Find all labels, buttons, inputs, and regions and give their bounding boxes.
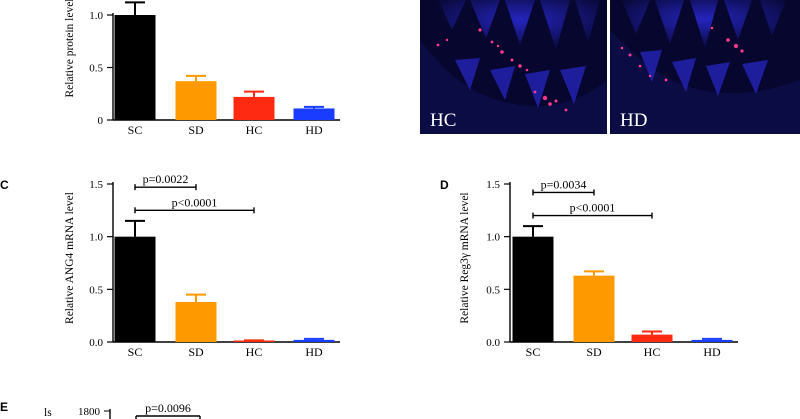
x-tick-label: HC (246, 345, 263, 359)
x-tick-label: SD (188, 123, 204, 137)
bar-sc (512, 236, 554, 342)
panel-e-p-value: p=0.0096 (145, 401, 191, 415)
bar-hd (691, 339, 733, 342)
panel-e-top-tick: 1800 (78, 406, 101, 418)
panel-e: E ls 1800 p=0.0096 (0, 400, 201, 419)
bar-hd (293, 339, 335, 342)
x-tick-label: HD (703, 345, 721, 359)
micrograph-left-label: HC (430, 110, 456, 131)
bar-sd (175, 81, 217, 120)
bar-hc (233, 96, 275, 120)
micrograph-divider (607, 0, 610, 134)
y-tick-label: 1.5 (486, 179, 500, 191)
panel-e-ylabel-fragment: ls (44, 407, 52, 419)
x-tick-label: SD (188, 345, 204, 359)
bar-sc (114, 236, 156, 342)
p-value-label: p<0.0001 (570, 201, 616, 215)
ang4-mrna-chart: 0.0 0.5 1.0 1.5 Relative ANG4 mRNA level C SC S… (0, 172, 340, 359)
bar-sd (175, 301, 217, 342)
y-tick-label: 0.0 (89, 337, 103, 349)
x-tick-label: HD (305, 345, 323, 359)
x-tick-label: SC (128, 345, 143, 359)
p-value-label: p=0.0022 (143, 172, 189, 186)
micrograph-left: HC (420, 0, 607, 134)
x-tick-label: SC (526, 345, 541, 359)
y-axis-label: Relative Reg3γ mRNA level (459, 192, 471, 323)
y-tick-label: 0.0 (486, 337, 500, 349)
bar-hd (293, 108, 335, 120)
y-tick-label: 1.0 (89, 232, 103, 244)
x-tick-label: HD (305, 123, 323, 137)
x-tick-label: HC (246, 123, 263, 137)
protein-level-chart: 0 0.5 1.0 Relative protein level SC SD HC HD (64, 0, 340, 137)
p-value-label: p=0.0034 (541, 177, 587, 191)
p-value-label: p<0.0001 (172, 195, 218, 209)
bar-sc (114, 15, 156, 120)
y-tick-label: 1.5 (89, 179, 103, 191)
x-tick-label: SD (586, 345, 602, 359)
panel-label-c: C (0, 178, 9, 192)
x-tick-label: SC (128, 123, 143, 137)
reg3g-mrna-chart: 0.0 0.5 1.0 1.5 Relative Reg3γ mRNA level D SC… (440, 177, 738, 359)
y-tick-label: 0.5 (486, 284, 500, 296)
y-tick-label: 0.5 (89, 284, 103, 296)
y-tick-label: 0 (98, 115, 104, 127)
y-tick-label: 1.0 (486, 232, 500, 244)
micrograph-right-label: HD (620, 110, 647, 131)
panel-label-d: D (440, 178, 449, 192)
micrograph-right: HD (610, 0, 800, 134)
y-axis-label: Relative protein level (64, 0, 76, 98)
bar-sd (573, 275, 615, 342)
panel-label-e: E (0, 400, 8, 414)
y-tick-label: 0.5 (89, 63, 103, 75)
bar-hc (631, 334, 673, 342)
x-tick-label: HC (644, 345, 661, 359)
y-tick-label: 1.0 (89, 10, 103, 22)
y-axis-label: Relative ANG4 mRNA level (64, 192, 76, 324)
